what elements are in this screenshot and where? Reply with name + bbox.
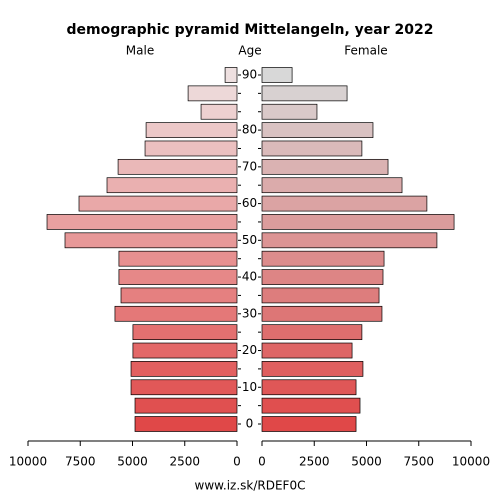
bar	[64, 232, 238, 249]
x-tick-label: 2500	[299, 455, 330, 469]
bar	[261, 397, 361, 414]
y-tick-label: 10	[242, 380, 257, 394]
x-tick-label: 5000	[117, 455, 148, 469]
bar	[144, 140, 238, 157]
bar	[130, 361, 238, 377]
right-label: Female	[344, 44, 387, 58]
bar	[261, 214, 455, 230]
chart-title: demographic pyramid Mittelangeln, year 2…	[67, 22, 434, 38]
x-tick-label: 7500	[65, 455, 96, 469]
bar	[261, 269, 384, 285]
bar	[120, 287, 238, 304]
bar	[261, 250, 385, 267]
x-tick-label: 0	[233, 455, 241, 469]
bar	[132, 342, 238, 359]
bar	[261, 361, 364, 377]
bar	[134, 416, 238, 432]
left-label: Male	[126, 44, 154, 58]
bar	[261, 85, 348, 102]
y-tick-label: 70	[242, 159, 257, 173]
bar	[106, 177, 238, 194]
x-tick-label: 0	[258, 455, 266, 469]
y-tick-label: 0	[246, 417, 254, 431]
bar	[261, 416, 357, 432]
bar	[78, 195, 238, 212]
bar	[261, 122, 374, 138]
bar	[187, 85, 238, 102]
bar	[200, 103, 238, 120]
bar	[46, 214, 238, 230]
x-tick-label: 7500	[403, 455, 434, 469]
bar	[117, 158, 238, 175]
bar	[261, 287, 380, 304]
y-tick-label: 90	[242, 68, 257, 82]
bar	[261, 342, 353, 359]
bar	[134, 397, 238, 414]
y-label: Age	[238, 44, 261, 58]
bar	[132, 324, 238, 341]
bar	[261, 103, 318, 120]
bar	[145, 122, 238, 138]
x-tick-label: 5000	[351, 455, 382, 469]
bar	[261, 305, 383, 322]
x-tick-label: 10000	[452, 455, 490, 469]
bar	[224, 67, 238, 83]
y-tick-label: 60	[242, 196, 257, 210]
bar	[261, 232, 438, 249]
y-tick-label: 50	[242, 233, 257, 247]
x-tick-label: 10000	[9, 455, 47, 469]
bar	[261, 195, 428, 212]
y-tick-label: 30	[242, 306, 257, 320]
y-tick-label: 80	[242, 123, 257, 137]
bar	[261, 158, 389, 175]
bar	[261, 140, 363, 157]
bar	[261, 324, 363, 341]
bar	[118, 250, 238, 267]
bar	[114, 305, 238, 322]
y-tick-label: 40	[242, 270, 257, 284]
bar	[261, 67, 293, 83]
bar	[118, 269, 238, 285]
footer: www.iz.sk/RDEF0C	[195, 479, 306, 493]
x-tick-label: 2500	[169, 455, 200, 469]
bar	[261, 177, 403, 194]
bar	[130, 379, 238, 396]
bar	[261, 379, 357, 396]
y-tick-label: 20	[242, 343, 257, 357]
